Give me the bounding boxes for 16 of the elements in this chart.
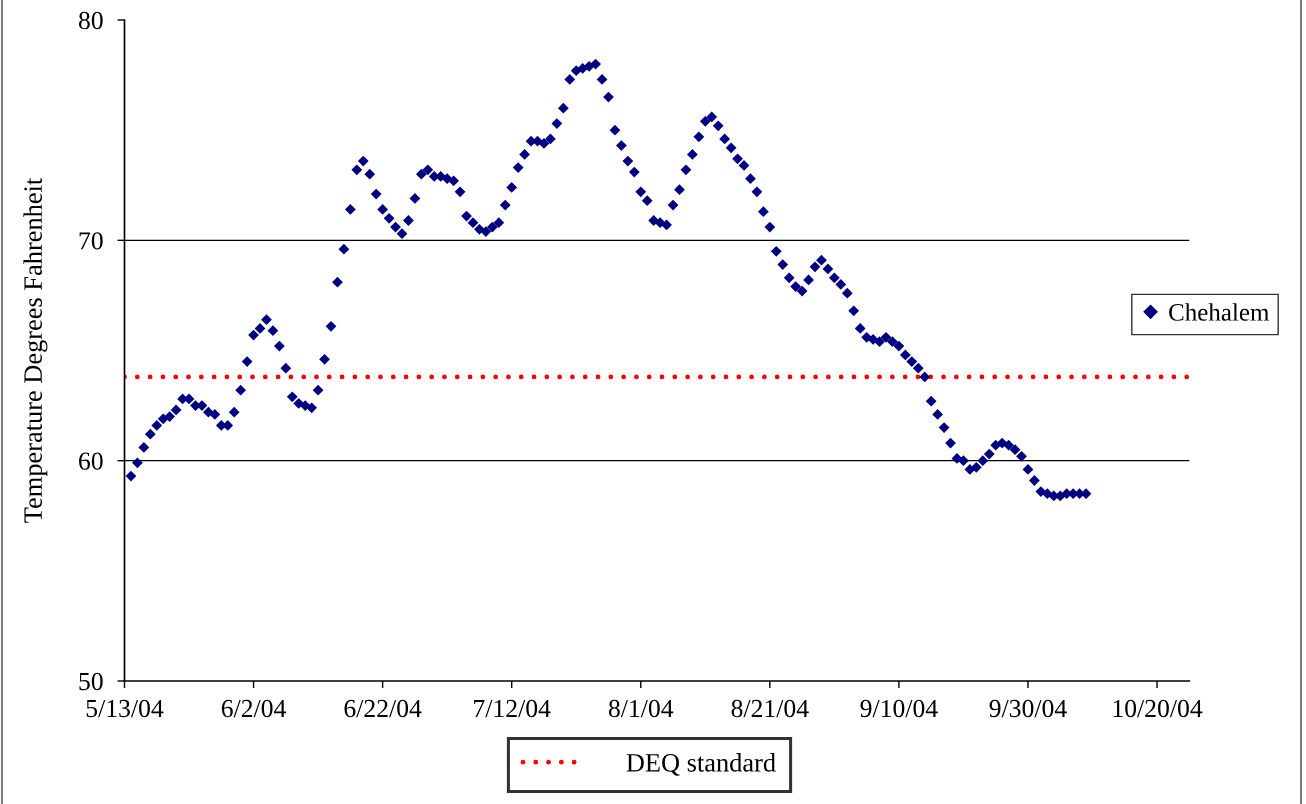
x-tick-label: 10/20/04 — [1113, 699, 1203, 718]
x-tick-label: 9/30/04 — [989, 699, 1067, 718]
y-tick-label: 80 — [78, 11, 103, 30]
x-tick-label: 6/2/04 — [221, 699, 286, 718]
legend-label: Chehalem — [1169, 303, 1270, 321]
y-axis-title: Temperature Degrees Fahrenheit — [23, 177, 48, 523]
x-tick-label: 5/13/04 — [86, 699, 164, 718]
x-tick-label: 6/22/04 — [344, 699, 422, 718]
x-tick-label: 7/12/04 — [474, 699, 551, 718]
y-tick-label: 70 — [79, 232, 103, 250]
y-tick-label: 50 — [79, 672, 103, 691]
x-tick-label: 8/21/04 — [731, 699, 809, 718]
x-tick-label: 8/1/04 — [608, 699, 674, 718]
legend-label: DEQ standard — [626, 753, 776, 776]
x-tick-label: 9/10/04 — [860, 699, 938, 718]
y-tick-label: 60 — [79, 452, 103, 470]
